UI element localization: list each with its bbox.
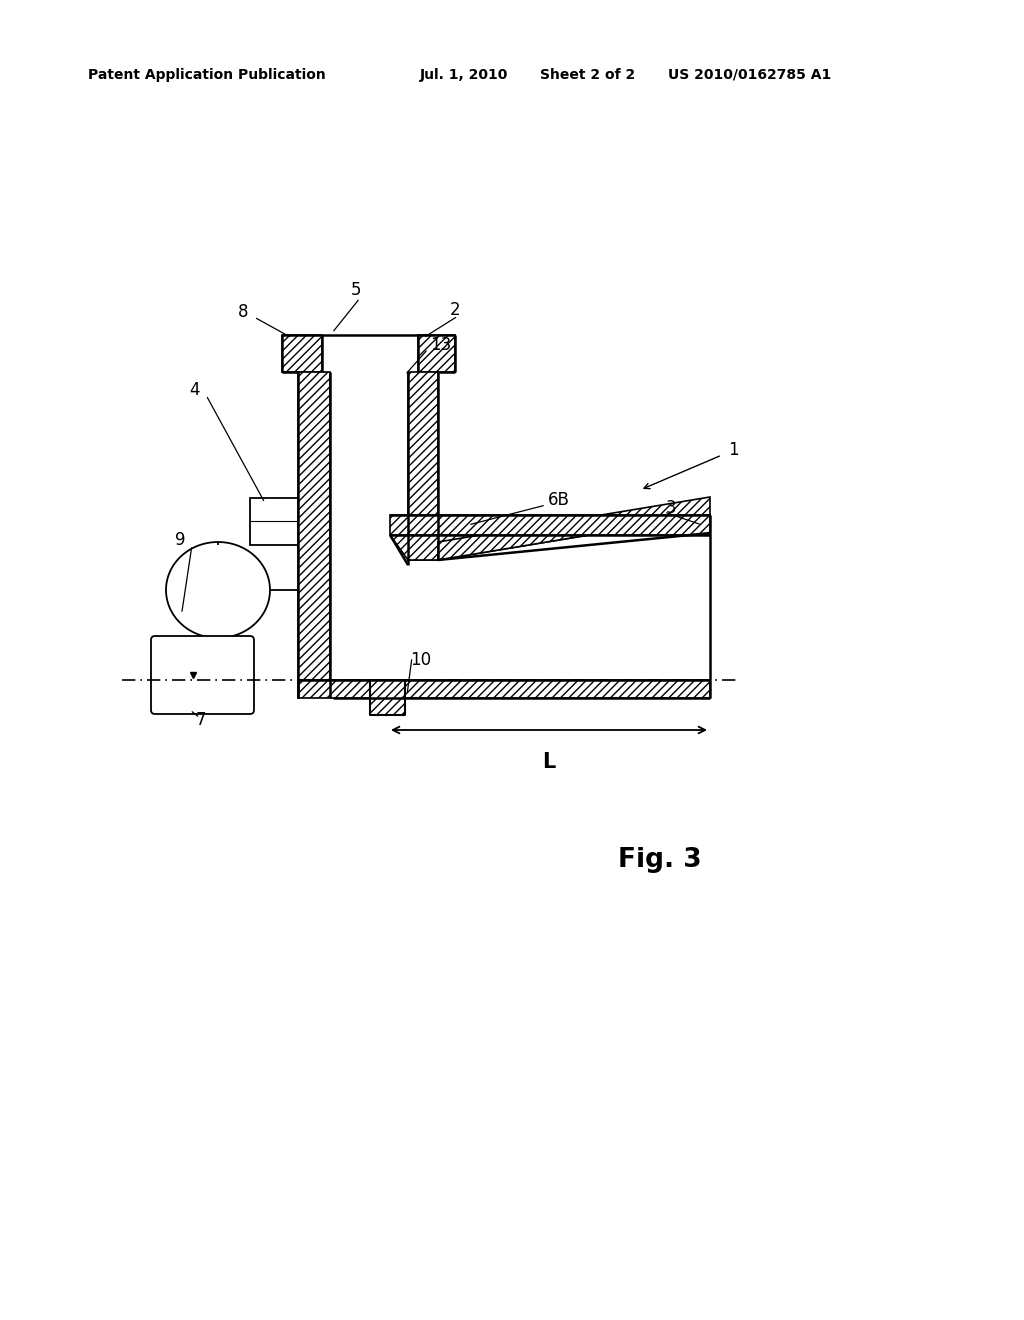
Text: 9: 9 bbox=[175, 531, 186, 549]
Text: 2: 2 bbox=[450, 301, 461, 319]
Text: 13: 13 bbox=[430, 337, 452, 354]
Polygon shape bbox=[408, 372, 438, 560]
Text: 4: 4 bbox=[189, 381, 200, 399]
Text: Sheet 2 of 2: Sheet 2 of 2 bbox=[540, 69, 635, 82]
Polygon shape bbox=[298, 680, 710, 698]
Polygon shape bbox=[390, 515, 710, 560]
Text: US 2010/0162785 A1: US 2010/0162785 A1 bbox=[668, 69, 831, 82]
Text: 6B: 6B bbox=[548, 491, 570, 510]
Text: Jul. 1, 2010: Jul. 1, 2010 bbox=[420, 69, 508, 82]
Text: 5: 5 bbox=[351, 281, 361, 300]
Polygon shape bbox=[390, 515, 710, 535]
Polygon shape bbox=[250, 498, 298, 545]
Text: 3: 3 bbox=[666, 499, 677, 517]
Text: Patent Application Publication: Patent Application Publication bbox=[88, 69, 326, 82]
Text: Fig. 3: Fig. 3 bbox=[618, 847, 701, 873]
Polygon shape bbox=[418, 335, 455, 372]
Polygon shape bbox=[370, 680, 406, 715]
Polygon shape bbox=[298, 372, 330, 680]
FancyBboxPatch shape bbox=[151, 636, 254, 714]
Polygon shape bbox=[438, 498, 710, 560]
Text: L: L bbox=[543, 752, 556, 772]
Polygon shape bbox=[282, 335, 322, 372]
Text: 8: 8 bbox=[238, 304, 248, 321]
Polygon shape bbox=[166, 543, 270, 638]
Text: 1: 1 bbox=[728, 441, 738, 459]
Text: 10: 10 bbox=[410, 651, 431, 669]
Text: 7: 7 bbox=[196, 711, 207, 729]
